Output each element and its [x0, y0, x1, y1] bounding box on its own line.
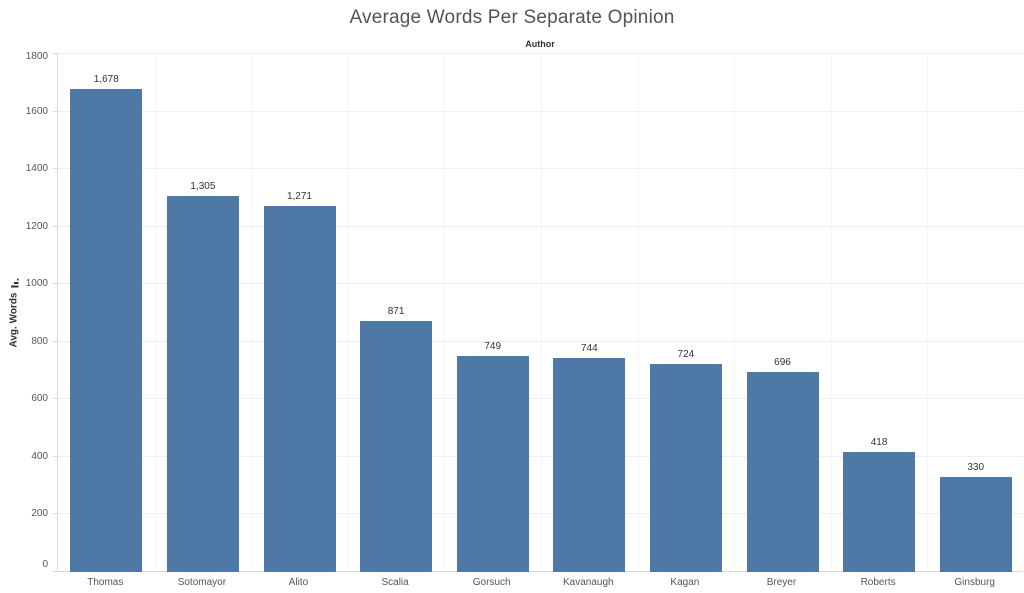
bar-roberts[interactable]	[843, 451, 916, 572]
y-axis-tickmark	[53, 110, 58, 112]
chart-title: Average Words Per Separate Opinion	[349, 7, 675, 28]
bar-value-label: 1,305	[190, 181, 216, 193]
y-tick-label: 400	[31, 450, 48, 462]
gridline	[58, 225, 1023, 227]
bar-ginsburg[interactable]	[939, 477, 1012, 572]
x-tick-label-kavanaugh: Kavanaugh	[562, 577, 614, 588]
column-separator	[347, 54, 349, 571]
y-axis-tickmark	[53, 168, 58, 170]
bar-value-label: 871	[387, 306, 405, 318]
y-tick-label: 600	[31, 393, 48, 405]
sort-descending-icon	[10, 278, 18, 288]
column-separator	[154, 54, 156, 571]
y-axis-tickmark	[53, 513, 58, 515]
gridline	[58, 283, 1023, 285]
gridline	[58, 168, 1023, 170]
bar-value-label: 418	[870, 436, 888, 448]
column-separator	[541, 54, 542, 571]
x-axis-line	[58, 571, 1023, 572]
x-tick-label-breyer: Breyer	[766, 577, 797, 588]
y-axis-tickmark	[53, 53, 58, 54]
column-separator	[927, 54, 929, 571]
y-tick-label: 0	[42, 559, 48, 570]
x-tick-label-scalia: Scalia	[381, 577, 409, 588]
gridline	[58, 53, 1023, 54]
y-tick-label: 1600	[25, 105, 48, 117]
bar-sotomayor[interactable]	[166, 196, 239, 572]
column-axis-title: Author	[525, 39, 555, 49]
x-tick-label-sotomayor: Sotomayor	[177, 577, 227, 588]
y-tick-label: 1000	[25, 278, 48, 290]
y-axis-tickmark	[53, 225, 58, 227]
bar-gorsuch[interactable]	[456, 356, 529, 572]
x-tick-label-alito: Alito	[288, 577, 309, 588]
x-tick-label-kagan: Kagan	[670, 577, 700, 588]
y-tick-label: 1200	[25, 220, 48, 232]
gridline	[58, 455, 1023, 457]
y-tick-label: 200	[31, 508, 48, 520]
x-tick-label-thomas: Thomas	[87, 577, 124, 588]
bar-value-label: 1,678	[93, 74, 119, 86]
bar-value-label: 696	[774, 356, 791, 368]
column-separator	[444, 54, 446, 571]
y-axis-tickmark	[53, 283, 58, 285]
gridline	[58, 110, 1023, 112]
bar-value-label: 724	[677, 348, 695, 360]
bar-value-label: 1,271	[286, 191, 312, 203]
y-axis-title: Avg. Words	[9, 278, 20, 348]
y-tick-label: 1800	[25, 51, 48, 62]
bar-value-label: 744	[580, 342, 598, 354]
x-tick-label-roberts: Roberts	[860, 577, 896, 588]
column-separator	[251, 54, 253, 571]
y-axis-tickmark	[53, 571, 58, 572]
column-separator	[830, 54, 832, 571]
bar-value-label: 330	[967, 462, 985, 474]
y-tick-label: 800	[31, 335, 48, 347]
plot-area: 1,678 1,305 1,271 871 749 744 724 696 418 330	[53, 53, 1023, 572]
bar-thomas[interactable]	[70, 89, 143, 572]
bar-scalia[interactable]	[360, 321, 433, 572]
column-separator	[734, 54, 736, 571]
gridline	[58, 340, 1023, 342]
y-tick-label: 1400	[25, 163, 48, 175]
gridline	[58, 513, 1023, 515]
y-axis-tickmark	[53, 398, 58, 400]
gridline	[58, 398, 1023, 400]
column-separator	[637, 54, 639, 571]
y-axis-tickmark	[53, 340, 58, 342]
bar-value-label: 749	[484, 341, 502, 353]
x-tick-label-ginsburg: Ginsburg	[954, 577, 995, 588]
y-axis-tickmark	[53, 455, 58, 457]
bar-breyer[interactable]	[746, 371, 819, 572]
x-tick-label-gorsuch: Gorsuch	[472, 577, 511, 588]
bar-kagan[interactable]	[649, 363, 722, 572]
bar-kavanaugh[interactable]	[553, 357, 626, 572]
bar-alito[interactable]	[263, 206, 336, 572]
